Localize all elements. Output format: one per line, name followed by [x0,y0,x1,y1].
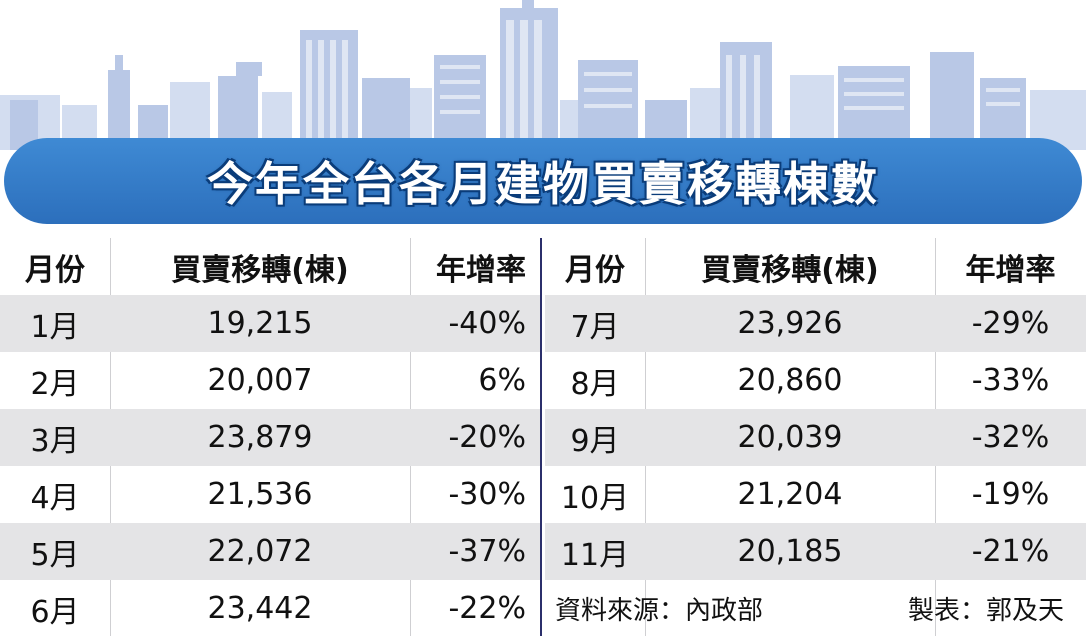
table-row: 11月 20,185 -21% [545,523,1086,580]
table-row: 5月 22,072 -37% [0,523,540,580]
table-left-half: 月份 買賣移轉(棟) 年增率 1月 19,215 -40% 2月 20,007 … [0,238,540,636]
header-rate: 年增率 [436,252,526,288]
value-cell: 21,204 [737,477,843,512]
title-banner: 今年全台各月建物買賣移轉棟數 [4,138,1082,224]
credit-note: 製表：郭及天 [907,595,1064,626]
value-cell: 20,185 [737,534,843,569]
value-cell: 22,072 [207,534,313,569]
rate-cell: -19% [971,477,1050,512]
month-cell: 10月 [560,480,630,516]
header-value: 買賣移轉(棟) [171,252,349,288]
table-right-half: 月份 買賣移轉(棟) 年增率 7月 23,926 -29% 8月 20,860 … [545,238,1086,636]
rate-cell: 6% [478,363,526,398]
header-month: 月份 [25,252,85,288]
table-row: 7月 23,926 -29% [545,295,1086,352]
value-cell: 23,442 [207,591,313,626]
footer-note: 資料來源：內政部 製表：郭及天 [545,580,1086,636]
value-cell: 21,536 [207,477,313,512]
table-header-row: 月份 買賣移轉(棟) 年增率 [0,238,540,295]
month-cell: 8月 [570,366,620,402]
value-cell: 20,039 [737,420,843,455]
month-cell: 5月 [30,537,80,573]
header-rate: 年增率 [965,252,1056,288]
table-row: 4月 21,536 -30% [0,466,540,523]
table-row: 3月 23,879 -20% [0,409,540,466]
column-divider [540,238,542,636]
value-cell: 23,879 [207,420,313,455]
table-header-row: 月份 買賣移轉(棟) 年增率 [545,238,1086,295]
month-cell: 6月 [30,594,80,630]
value-cell: 19,215 [207,306,313,341]
month-cell: 1月 [30,309,80,345]
month-cell: 9月 [570,423,620,459]
value-cell: 20,860 [737,363,843,398]
month-cell: 7月 [570,309,620,345]
table-row: 6月 23,442 -22% [0,580,540,637]
rate-cell: -22% [448,591,526,626]
page-title: 今年全台各月建物買賣移轉棟數 [207,157,879,211]
month-cell: 2月 [30,366,80,402]
rate-cell: -33% [971,363,1050,398]
table-row: 8月 20,860 -33% [545,352,1086,409]
value-cell: 23,926 [737,306,843,341]
table-row: 10月 21,204 -19% [545,466,1086,523]
value-cell: 20,007 [207,363,313,398]
table-row: 1月 19,215 -40% [0,295,540,352]
data-table: 月份 買賣移轉(棟) 年增率 1月 19,215 -40% 2月 20,007 … [0,238,1086,636]
rate-cell: -21% [971,534,1050,569]
header-value: 買賣移轉(棟) [701,252,879,288]
rate-cell: -32% [971,420,1050,455]
rate-cell: -20% [448,420,526,455]
rate-cell: -30% [448,477,526,512]
skyline-illustration [0,0,1086,150]
header-month: 月份 [565,252,625,288]
rate-cell: -40% [448,306,526,341]
source-note: 資料來源：內政部 [555,595,764,626]
month-cell: 3月 [30,423,80,459]
rate-cell: -37% [448,534,526,569]
month-cell: 4月 [30,480,80,516]
table-row: 2月 20,007 6% [0,352,540,409]
table-row: 9月 20,039 -32% [545,409,1086,466]
month-cell: 11月 [560,537,630,573]
rate-cell: -29% [971,306,1050,341]
